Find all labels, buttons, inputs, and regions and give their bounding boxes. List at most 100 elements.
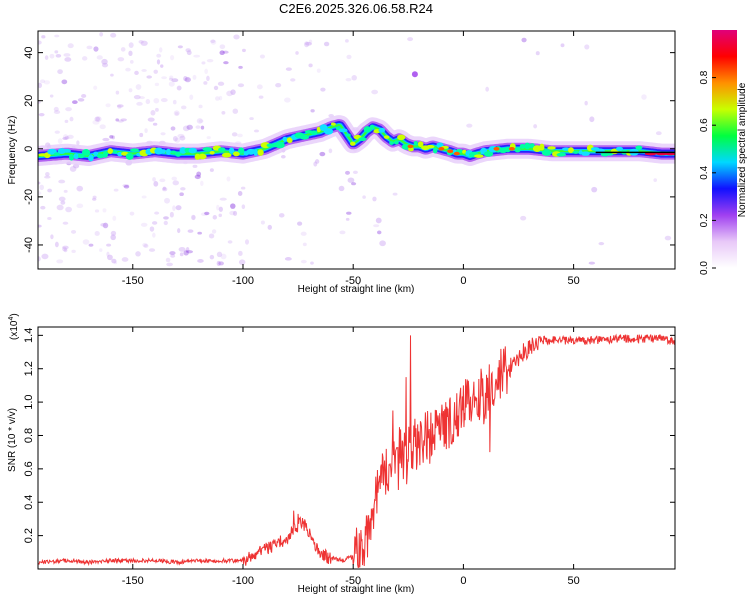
noise-dot [152, 122, 158, 126]
noise-dot [76, 203, 84, 209]
noise-dot [212, 215, 218, 220]
noise-dot [407, 37, 414, 42]
noise-dot [209, 168, 214, 172]
ridge-blob [408, 147, 414, 152]
noise-dot [206, 136, 211, 140]
noise-dot [174, 137, 181, 143]
noise-dot [328, 148, 333, 154]
noise-dot [53, 106, 59, 112]
ridge-blob [369, 124, 375, 130]
ridge-blob [529, 143, 535, 148]
ridge-blob [635, 145, 643, 150]
noise-dot [560, 43, 565, 48]
noise-dot [302, 242, 307, 247]
noise-dot [38, 256, 41, 262]
noise-dot [44, 55, 49, 60]
noise-dot [140, 40, 148, 46]
noise-dot [77, 98, 85, 102]
noise-dot [110, 32, 117, 38]
snr-frame [37, 326, 676, 570]
ridge-blob [310, 130, 318, 136]
noise-dot [210, 39, 217, 45]
noise-dot [102, 222, 109, 229]
noise-dot [285, 67, 292, 71]
noise-dot [185, 48, 191, 53]
noise-dot [141, 69, 147, 72]
noise-dot [38, 181, 41, 185]
noise-dot [57, 138, 63, 145]
noise-dot [101, 58, 108, 65]
x-tick-label: 50 [567, 575, 579, 587]
hot-spot [453, 151, 460, 156]
ridge-blob [383, 135, 390, 139]
ridge-blob [102, 150, 108, 158]
noise-dot [172, 205, 176, 211]
noise-dot [159, 178, 166, 183]
noise-dot [148, 248, 156, 252]
noise-dot [128, 50, 133, 57]
noise-dot [82, 239, 90, 245]
noise-dot [233, 34, 240, 40]
noise-dot [237, 133, 243, 138]
ridge-blob [417, 141, 424, 147]
noise-dot [362, 195, 366, 199]
noise-dot [533, 124, 538, 129]
noise-dot [62, 245, 69, 250]
noise-dot [191, 214, 196, 221]
ridge-blob [432, 147, 438, 154]
noise-dot [54, 241, 59, 248]
ridge-blob [170, 150, 177, 154]
noise-dot [56, 259, 64, 264]
noise-dot [180, 187, 186, 191]
noise-dot [110, 230, 117, 236]
noise-dot [41, 253, 49, 260]
noise-dot [308, 63, 313, 68]
noise-dot [67, 43, 74, 49]
noise-dot [170, 254, 176, 258]
colorbar-tick-label: 0.0 [699, 261, 710, 275]
noise-dot [117, 104, 122, 109]
ridge-blob [179, 147, 187, 154]
noise-dot [206, 75, 210, 82]
noise-dot [39, 184, 44, 191]
noise-dot [197, 259, 204, 263]
noise-dot [93, 85, 98, 90]
y-tick-label: 1.0 [23, 394, 35, 409]
noise-dot [92, 119, 100, 125]
noise-dot [95, 116, 102, 122]
noise-dot [177, 45, 183, 49]
ridge-blob [615, 146, 623, 152]
ridge-blob [198, 153, 207, 160]
noise-dot [49, 94, 54, 98]
noise-dot [213, 85, 219, 91]
noise-dot [310, 261, 314, 265]
y-tick-label: 0.2 [23, 528, 35, 543]
noise-dot [112, 215, 117, 221]
noise-dot [376, 230, 382, 235]
noise-dot [172, 135, 178, 142]
noise-dot [66, 134, 74, 139]
noise-dot [99, 32, 104, 37]
noise-dot [345, 39, 349, 43]
noise-dot [485, 86, 489, 92]
noise-dot [230, 89, 236, 95]
noise-dot [196, 171, 202, 177]
noise-dot [179, 192, 184, 197]
noise-dot [170, 55, 175, 61]
noise-dot [183, 76, 188, 82]
ridge-blob [483, 151, 494, 157]
noise-dot [216, 204, 220, 211]
noise-dot [584, 100, 588, 106]
noise-dot [219, 44, 226, 50]
ridge-blob [275, 141, 285, 149]
noise-dot [40, 205, 46, 210]
noise-dot [154, 211, 160, 215]
ridge-blob [606, 152, 614, 156]
noise-dot [168, 77, 173, 81]
noise-dot [154, 107, 159, 112]
noise-dot [232, 108, 239, 114]
noise-dot [162, 186, 166, 191]
noise-dot [47, 216, 52, 221]
ridge-blob [253, 149, 258, 157]
noise-dot [145, 99, 151, 105]
